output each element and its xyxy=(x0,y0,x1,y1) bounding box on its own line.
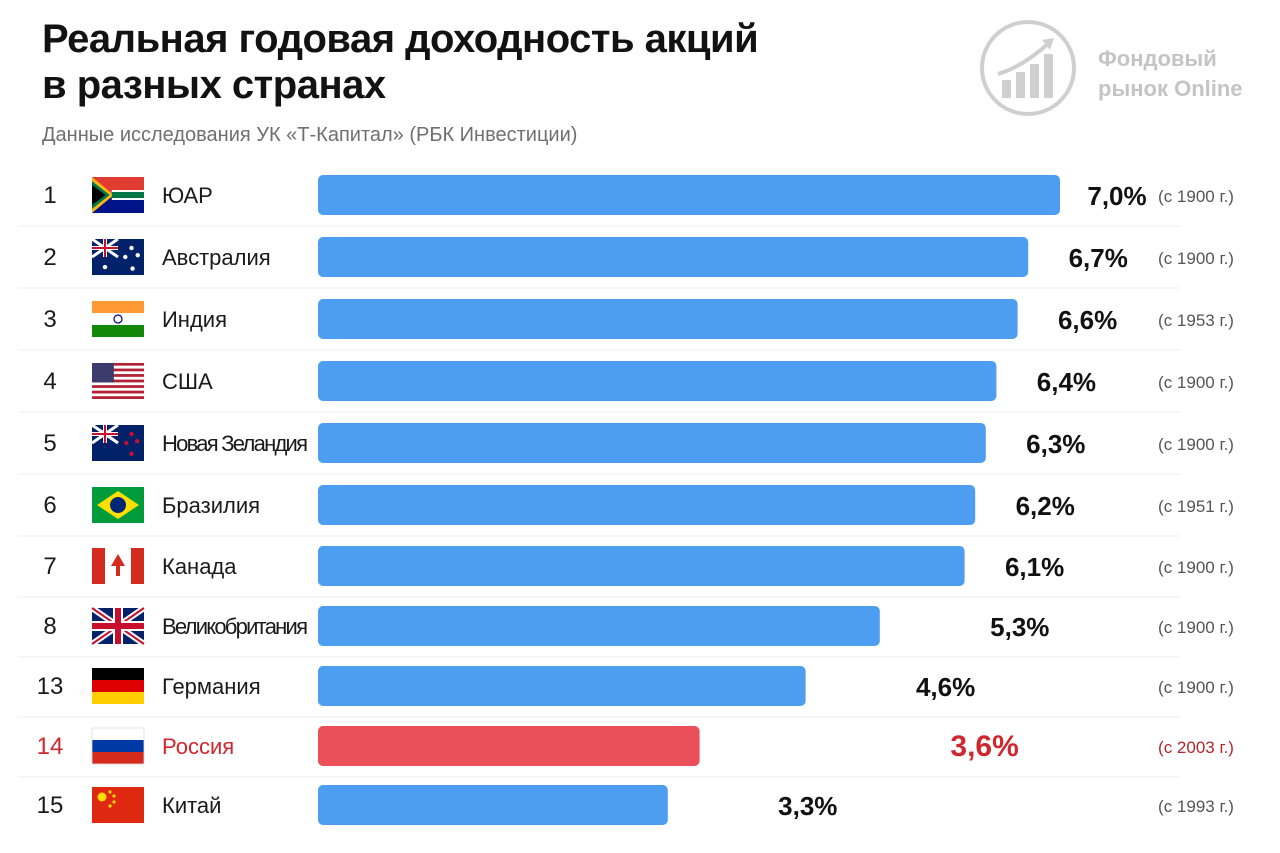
logo-text: Фондовый рынок Online xyxy=(1098,44,1243,104)
bar xyxy=(318,785,668,825)
since-label: (с 2003 г.) xyxy=(1158,738,1234,757)
flag-germany-icon xyxy=(92,668,144,704)
title-line-2: в разных странах xyxy=(42,63,386,107)
country-label: США xyxy=(162,369,213,394)
rank-label: 13 xyxy=(37,673,64,700)
value-label: 6,2% xyxy=(1016,491,1075,521)
since-label: (с 1900 г.) xyxy=(1158,435,1234,454)
growth-chart-icon xyxy=(980,20,1076,116)
country-label: Новая Зеландия xyxy=(162,431,308,456)
chart-row: 15 Китай 3,3% (с 1993 г.) xyxy=(37,785,1234,825)
chart-row: 7 Канада 6,1% (с 1900 г.) xyxy=(18,546,1234,598)
chart-title: Реальная годовая доходность акций в разн… xyxy=(42,16,759,108)
brand-logo: Фондовый рынок Online xyxy=(980,20,1260,124)
rank-label: 1 xyxy=(43,182,56,209)
since-label: (с 1900 г.) xyxy=(1158,187,1234,206)
flag-india-icon xyxy=(92,301,144,337)
country-label: Канада xyxy=(162,554,237,579)
country-label: Бразилия xyxy=(162,493,260,518)
chart-row: 3 Индия 6,6% (с 1953 г.) xyxy=(18,299,1234,351)
chart-row: 2 Австралия 6,7% (с 1900 г.) xyxy=(18,237,1234,289)
chart-subtitle: Данные исследования УК «Т-Капитал» (РБК … xyxy=(42,124,578,146)
value-label: 6,4% xyxy=(1037,367,1096,397)
value-label: 5,3% xyxy=(990,612,1049,642)
country-label: Индия xyxy=(162,307,227,332)
value-label: 3,6% xyxy=(950,730,1018,763)
flag-china-icon xyxy=(92,787,144,823)
chart-row: 14 Россия 3,6% (с 2003 г.) xyxy=(18,726,1234,778)
country-label: Австралия xyxy=(162,245,271,270)
value-label: 6,3% xyxy=(1026,429,1085,459)
value-label: 7,0% xyxy=(1087,181,1146,211)
since-label: (с 1900 г.) xyxy=(1158,678,1234,697)
value-label: 6,7% xyxy=(1069,243,1128,273)
flag-canada-icon xyxy=(92,548,144,584)
rank-label: 15 xyxy=(37,792,64,819)
bar xyxy=(318,423,986,463)
since-label: (с 1900 г.) xyxy=(1158,558,1234,577)
rank-label: 6 xyxy=(43,492,56,519)
logo-text-line-2: рынок Online xyxy=(1098,76,1243,101)
rank-label: 14 xyxy=(37,733,64,760)
value-label: 4,6% xyxy=(916,672,975,702)
country-label: Германия xyxy=(162,674,261,699)
country-label: Россия xyxy=(162,734,234,759)
chart-row: 6 Бразилия 6,2% (с 1951 г.) xyxy=(18,485,1234,537)
chart-row: 8 Великобритания 5,3% (с 1900 г.) xyxy=(18,605,1234,658)
value-label: 6,1% xyxy=(1005,552,1064,582)
flag-usa-icon xyxy=(92,363,144,399)
bar xyxy=(318,361,997,401)
bar xyxy=(318,485,976,525)
chart-row: 1 ЮАР 7,0% (с 1900 г.) xyxy=(18,175,1234,227)
flag-brazil-icon xyxy=(92,487,144,523)
rank-label: 5 xyxy=(43,430,56,457)
since-label: (с 1993 г.) xyxy=(1158,797,1234,816)
title-line-1: Реальная годовая доходность акций xyxy=(42,17,759,61)
rank-label: 4 xyxy=(43,368,56,395)
chart-row: 13 Германия 4,6% (с 1900 г.) xyxy=(18,666,1234,718)
since-label: (с 1900 г.) xyxy=(1158,618,1234,637)
logo-text-line-1: Фондовый xyxy=(1098,46,1217,71)
since-label: (с 1900 г.) xyxy=(1158,373,1234,392)
bar xyxy=(318,546,965,586)
chart-row: 4 США 6,4% (с 1900 г.) xyxy=(18,361,1234,413)
country-label: Великобритания xyxy=(162,614,308,639)
bar xyxy=(318,666,806,706)
flag-new-zealand-icon xyxy=(91,423,144,461)
bar xyxy=(318,175,1060,215)
rank-label: 8 xyxy=(43,613,56,640)
value-label: 3,3% xyxy=(778,791,837,821)
flag-south-africa-icon xyxy=(92,177,144,213)
bar xyxy=(318,237,1029,277)
bar xyxy=(318,726,700,766)
since-label: (с 1953 г.) xyxy=(1158,311,1234,330)
country-label: ЮАР xyxy=(162,183,213,208)
value-label: 6,6% xyxy=(1058,305,1117,335)
rank-label: 7 xyxy=(43,553,56,580)
since-label: (с 1951 г.) xyxy=(1158,497,1234,516)
flag-russia-icon xyxy=(91,727,145,765)
rank-label: 2 xyxy=(43,244,56,271)
chart-row: 5 Новая Зеландия 6,3% (с 1900 г.) xyxy=(18,423,1234,475)
bar xyxy=(318,606,880,646)
country-label: Китай xyxy=(162,793,221,818)
bar xyxy=(318,299,1018,339)
flag-australia-icon xyxy=(91,237,144,275)
flag-united-kingdom-icon xyxy=(90,605,146,647)
since-label: (с 1900 г.) xyxy=(1158,249,1234,268)
rank-label: 3 xyxy=(43,306,56,333)
